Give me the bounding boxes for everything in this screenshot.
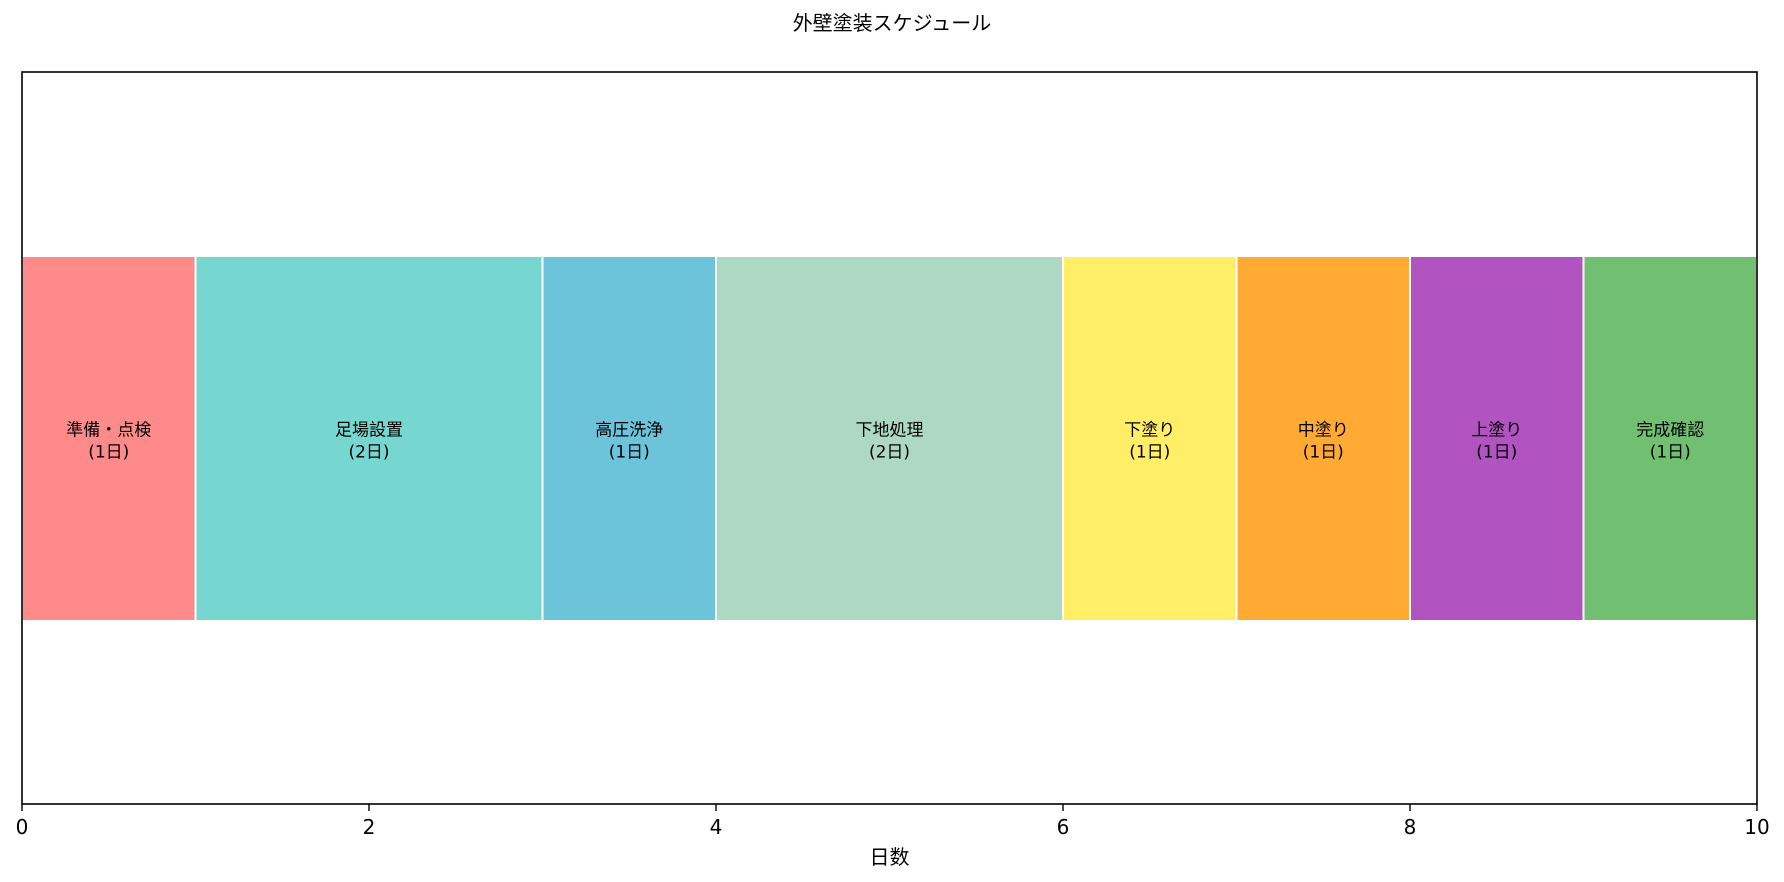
task-bar-group: 中塗り(1日)	[1235, 255, 1411, 622]
task-bar	[715, 255, 1064, 622]
x-axis-label: 日数	[870, 845, 910, 869]
task-bar-group: 準備・点検(1日)	[21, 255, 197, 622]
task-name-label: 上塗り	[1471, 420, 1522, 441]
task-bar	[21, 255, 197, 622]
task-duration-label: (2日)	[348, 443, 389, 463]
task-duration-label: (1日)	[1303, 443, 1344, 463]
task-bar	[1062, 255, 1238, 622]
task-duration-label: (1日)	[1129, 443, 1170, 463]
task-bar	[1582, 255, 1758, 622]
task-bar	[1409, 255, 1585, 622]
task-name-label: 下地処理	[856, 421, 924, 441]
task-bar-group: 上塗り(1日)	[1409, 255, 1585, 622]
task-bar-group: 高圧洗浄(1日)	[541, 255, 717, 622]
task-bar-group: 完成確認(1日)	[1582, 255, 1758, 622]
task-duration-label: (1日)	[88, 443, 129, 463]
task-duration-label: (1日)	[1476, 443, 1517, 463]
task-name-label: 高圧洗浄	[595, 421, 663, 441]
task-duration-label: (1日)	[609, 443, 650, 463]
bars-layer: 準備・点検(1日)足場設置(2日)高圧洗浄(1日)下地処理(2日)下塗り(1日)…	[21, 255, 1758, 622]
chart-title: 外壁塗装スケジュール	[793, 11, 992, 35]
x-tick-label: 8	[1404, 815, 1417, 839]
plot-frame	[21, 71, 1758, 805]
task-name-label: 下塗り	[1124, 420, 1175, 441]
task-bar	[1235, 255, 1411, 622]
x-tick-label: 4	[710, 815, 723, 839]
task-duration-label: (1日)	[1650, 443, 1691, 463]
task-bar	[194, 255, 544, 622]
task-bar-group: 足場設置(2日)	[194, 255, 544, 622]
task-bar	[541, 255, 717, 622]
x-tick-label: 0	[16, 815, 29, 839]
x-tick-label: 2	[363, 815, 376, 839]
task-bar-group: 下塗り(1日)	[1062, 255, 1238, 622]
x-axis: 0 2 4 6 8 10	[16, 804, 1770, 839]
task-name-label: 完成確認	[1636, 421, 1704, 441]
task-duration-label: (2日)	[869, 443, 910, 463]
task-bar-group: 下地処理(2日)	[715, 255, 1064, 622]
x-tick-label: 6	[1057, 815, 1070, 839]
x-tick-label: 10	[1744, 815, 1769, 839]
task-name-label: 中塗り	[1298, 420, 1349, 441]
task-name-label: 足場設置	[335, 421, 403, 441]
task-name-label: 準備・点検	[66, 421, 151, 441]
